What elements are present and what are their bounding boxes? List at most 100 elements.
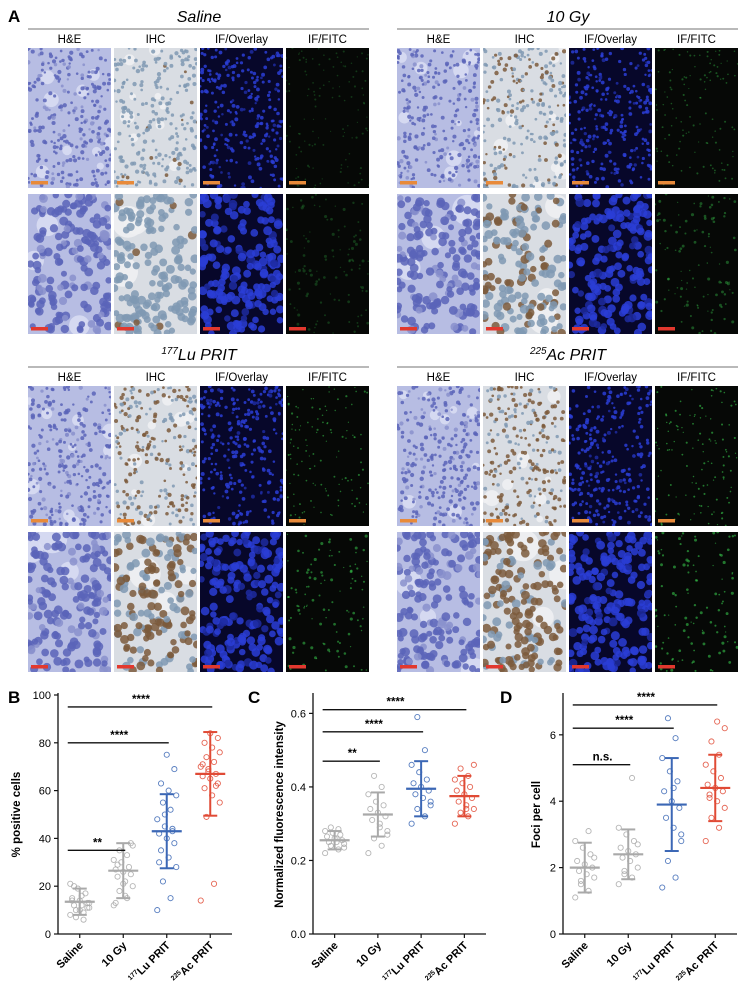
cell-nucleus <box>292 646 295 649</box>
cell-nucleus <box>357 325 359 327</box>
cell-nucleus <box>243 270 251 278</box>
cell-nucleus <box>53 253 60 260</box>
cell-nucleus <box>442 486 446 490</box>
cell-nucleus <box>44 543 51 550</box>
cell-nucleus <box>290 454 292 456</box>
cell-nucleus <box>261 588 269 596</box>
cell-nucleus <box>43 506 47 510</box>
cell-nucleus <box>342 135 344 137</box>
cell-nucleus <box>175 127 178 130</box>
cell-nucleus <box>255 124 259 128</box>
cell-nucleus <box>63 418 66 421</box>
cell-nucleus <box>268 216 275 223</box>
cell-nucleus <box>245 520 249 524</box>
cell-nucleus <box>130 502 134 506</box>
cell-nucleus <box>441 51 444 54</box>
cell-nucleus <box>220 474 223 477</box>
cell-nucleus <box>247 412 251 416</box>
cell-nucleus <box>563 160 566 163</box>
cell-nucleus <box>475 211 483 219</box>
cell-nucleus <box>633 85 636 88</box>
cell-nucleus <box>270 155 273 158</box>
cell-nucleus <box>463 442 467 446</box>
cell-nucleus <box>719 263 720 264</box>
cell-nucleus <box>161 165 164 168</box>
cell-nucleus <box>443 180 445 182</box>
cell-nucleus <box>161 96 165 100</box>
cell-nucleus <box>177 264 184 271</box>
cell-nucleus <box>181 498 184 501</box>
cell-nucleus <box>183 435 186 438</box>
cell-nucleus <box>73 183 76 186</box>
cell-nucleus <box>216 439 219 442</box>
cell-nucleus <box>686 282 688 284</box>
cell-nucleus <box>290 442 291 443</box>
cell-nucleus <box>209 73 212 76</box>
cell-nucleus <box>88 75 92 79</box>
cell-nucleus <box>49 428 52 431</box>
cell-nucleus <box>532 100 535 103</box>
cell-nucleus <box>41 649 49 657</box>
cell-nucleus <box>568 95 571 98</box>
cell-nucleus <box>337 499 339 501</box>
cell-nucleus <box>674 293 675 294</box>
cell-nucleus <box>204 109 208 113</box>
cell-nucleus <box>136 662 145 671</box>
cell-nucleus <box>714 172 715 173</box>
cell-nucleus <box>295 271 296 272</box>
cell-nucleus <box>709 206 712 209</box>
cell-nucleus <box>257 398 260 401</box>
cell-nucleus <box>609 160 612 163</box>
cell-nucleus <box>476 396 479 399</box>
cell-nucleus <box>692 277 694 279</box>
cell-nucleus <box>108 78 111 81</box>
cell-nucleus <box>576 167 578 169</box>
cell-nucleus <box>558 88 561 91</box>
cell-nucleus <box>606 92 608 94</box>
cell-nucleus <box>686 288 687 289</box>
cell-nucleus <box>160 50 163 53</box>
cell-nucleus <box>527 320 534 327</box>
cell-nucleus <box>680 247 683 250</box>
cell-nucleus <box>236 617 243 624</box>
cell-nucleus <box>343 50 345 52</box>
cell-nucleus <box>215 463 218 466</box>
cell-nucleus <box>208 477 211 480</box>
cell-nucleus <box>48 516 51 519</box>
cell-nucleus <box>563 104 566 107</box>
tile-if-low-mag <box>199 385 285 526</box>
cell-nucleus <box>235 407 238 410</box>
cell-nucleus <box>205 117 208 120</box>
cell-nucleus <box>51 115 55 119</box>
cell-nucleus <box>466 485 469 488</box>
cell-nucleus <box>341 164 343 166</box>
cell-nucleus <box>88 71 91 74</box>
cell-nucleus <box>587 293 596 302</box>
cell-nucleus <box>205 105 207 107</box>
cell-nucleus <box>185 395 188 398</box>
cell-nucleus <box>473 109 476 112</box>
cell-nucleus <box>146 538 155 547</box>
tile-he-high-mag <box>20 524 115 675</box>
cell-nucleus <box>214 226 222 234</box>
cell-nucleus <box>642 142 644 144</box>
cell-nucleus <box>400 499 403 502</box>
cell-nucleus <box>356 567 358 569</box>
cell-nucleus <box>269 105 272 108</box>
cell-nucleus <box>107 89 110 92</box>
cell-nucleus <box>240 455 243 458</box>
cell-nucleus <box>443 401 447 405</box>
cell-nucleus <box>569 173 572 176</box>
cell-nucleus <box>732 151 733 152</box>
cell-nucleus <box>216 401 219 404</box>
cell-nucleus <box>593 65 596 68</box>
cell-nucleus <box>462 325 469 332</box>
cell-nucleus <box>42 497 46 501</box>
cell-nucleus <box>303 269 306 272</box>
cell-nucleus <box>121 86 124 89</box>
cell-nucleus <box>278 413 281 416</box>
cell-nucleus <box>114 624 122 632</box>
cell-nucleus <box>410 484 413 487</box>
cell-nucleus <box>128 496 132 500</box>
